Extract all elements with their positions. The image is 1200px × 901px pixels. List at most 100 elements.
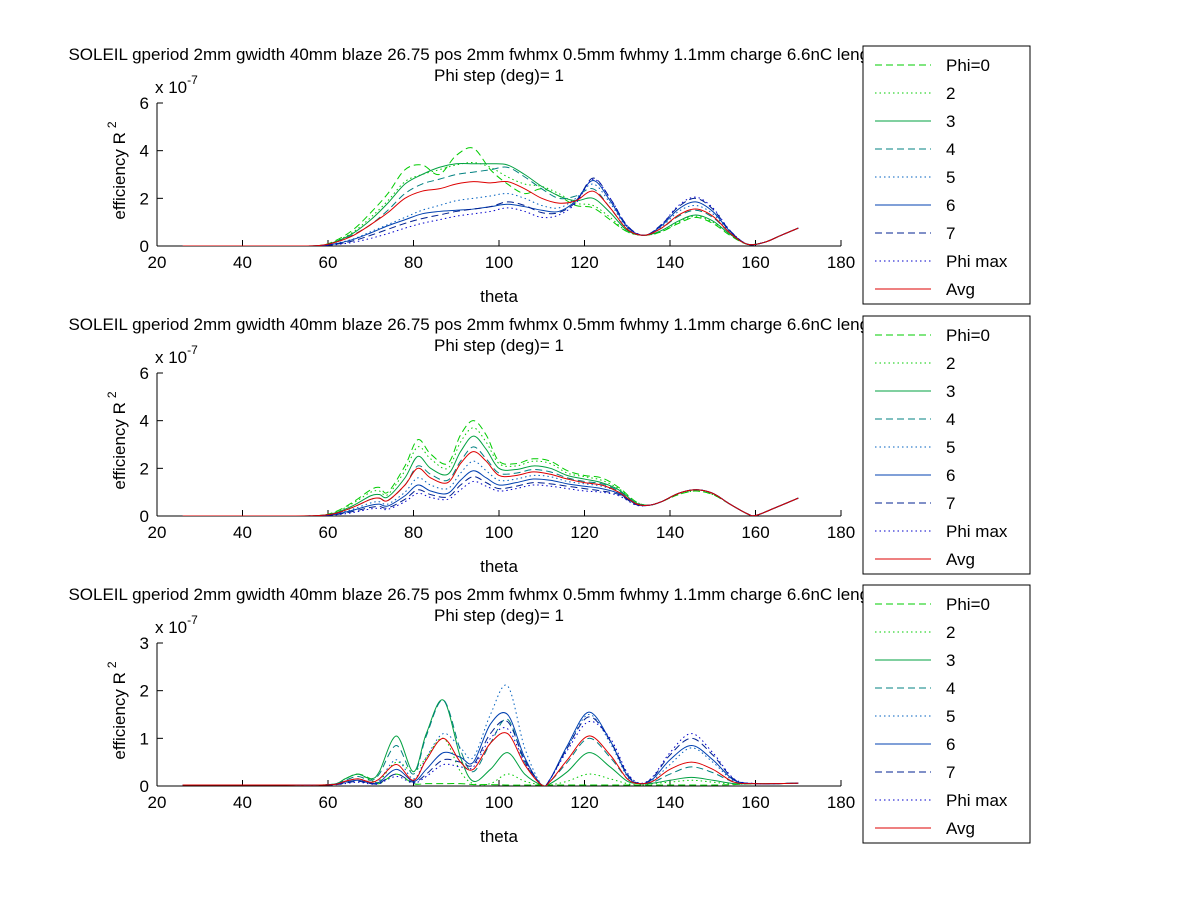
- y-multiplier-exponent: -7: [187, 613, 198, 627]
- x-tick-label: 100: [485, 523, 513, 542]
- y-axis-label: efficiency R 2: [105, 391, 129, 490]
- x-tick-label: 140: [656, 523, 684, 542]
- y-multiplier-exponent: -7: [187, 343, 198, 357]
- y-tick-label: 6: [140, 94, 149, 113]
- y-tick-label: 0: [140, 507, 149, 526]
- legend-label: Phi max: [946, 252, 1008, 271]
- series-line-2: [182, 427, 799, 516]
- series-line-6: [182, 179, 799, 246]
- legend-label: 3: [946, 651, 955, 670]
- y-axis-label-text: efficiency R: [110, 402, 129, 490]
- legend-label: Phi=0: [946, 595, 990, 614]
- series-line-5: [182, 183, 799, 246]
- legend-box: [862, 45, 1031, 305]
- y-multiplier-base: x 10: [155, 348, 187, 367]
- series-line-2: [182, 162, 799, 246]
- legend-label: 7: [946, 494, 955, 513]
- x-tick-label: 180: [827, 253, 855, 272]
- legend-label: 5: [946, 168, 955, 187]
- chart-panel-1: SOLEIL gperiod 2mm gwidth 40mm blaze 26.…: [68, 45, 1031, 306]
- series-line-7: [182, 476, 799, 516]
- x-tick-label: 80: [404, 523, 423, 542]
- x-tick-label: 120: [570, 253, 598, 272]
- chart-subtitle: Phi step (deg)= 1: [434, 606, 564, 625]
- chart-title: SOLEIL gperiod 2mm gwidth 40mm blaze 26.…: [68, 45, 929, 64]
- x-tick-label: 80: [404, 253, 423, 272]
- legend-label: 3: [946, 112, 955, 131]
- x-tick-label: 180: [827, 793, 855, 812]
- y-axis-label: efficiency R 2: [105, 661, 129, 760]
- series-line-3: [182, 435, 799, 516]
- x-tick-label: 140: [656, 253, 684, 272]
- x-tick-label: 60: [319, 523, 338, 542]
- x-tick-label: 20: [148, 253, 167, 272]
- x-tick-label: 80: [404, 793, 423, 812]
- x-axis-label: theta: [480, 557, 518, 576]
- series-line-6: [182, 470, 799, 516]
- chart-subtitle: Phi step (deg)= 1: [434, 336, 564, 355]
- x-tick-label: 160: [741, 523, 769, 542]
- legend-label: Avg: [946, 819, 975, 838]
- x-tick-label: 120: [570, 523, 598, 542]
- legend-label: Phi max: [946, 522, 1008, 541]
- x-axis-label: theta: [480, 827, 518, 846]
- chart-subtitle: Phi step (deg)= 1: [434, 66, 564, 85]
- x-tick-label: 180: [827, 523, 855, 542]
- series-line-phi-max: [182, 480, 799, 516]
- y-tick-label: 2: [140, 682, 149, 701]
- legend-label: 2: [946, 84, 955, 103]
- x-tick-label: 100: [485, 793, 513, 812]
- y-tick-label: 4: [140, 142, 149, 161]
- legend-label: 6: [946, 735, 955, 754]
- series-line-3: [182, 163, 799, 246]
- legend-box: [862, 315, 1031, 575]
- series-line-avg: [182, 451, 799, 516]
- legend: Phi=0 2 3 4 5 6 7 Phi max Avg: [862, 45, 1031, 305]
- y-tick-label: 0: [140, 777, 149, 796]
- x-tick-label: 20: [148, 793, 167, 812]
- legend-label: Avg: [946, 550, 975, 569]
- legend-label: Phi=0: [946, 56, 990, 75]
- series-line-5: [182, 684, 799, 786]
- y-tick-label: 3: [140, 634, 149, 653]
- legend: Phi=0 2 3 4 5 6 7 Phi max Avg: [862, 315, 1031, 575]
- legend-label: 4: [946, 679, 955, 698]
- legend-label: 6: [946, 196, 955, 215]
- legend-label: 7: [946, 224, 955, 243]
- y-axis-label-superscript: 2: [105, 121, 119, 128]
- y-multiplier-exponent: -7: [187, 73, 198, 87]
- y-tick-label: 2: [140, 459, 149, 478]
- legend-label: 7: [946, 763, 955, 782]
- y-multiplier-base: x 10: [155, 78, 187, 97]
- series-line-3: [182, 699, 799, 786]
- y-axis-label-text: efficiency R: [110, 672, 129, 760]
- legend-label: 3: [946, 382, 955, 401]
- legend-label: 4: [946, 410, 955, 429]
- series-line-phi-max: [182, 720, 799, 786]
- y-multiplier: x 10-7: [155, 613, 198, 637]
- series-line-avg: [182, 732, 799, 786]
- y-multiplier-base: x 10: [155, 618, 187, 637]
- x-tick-label: 60: [319, 793, 338, 812]
- y-tick-label: 4: [140, 412, 149, 431]
- legend: Phi=0 2 3 4 5 6 7 Phi max Avg: [862, 584, 1031, 844]
- y-multiplier: x 10-7: [155, 343, 198, 367]
- chart-panel-3: SOLEIL gperiod 2mm gwidth 40mm blaze 26.…: [68, 584, 1031, 846]
- x-tick-label: 160: [741, 253, 769, 272]
- series-line-phi-0: [182, 420, 799, 516]
- x-axis-label: theta: [480, 287, 518, 306]
- chart-title: SOLEIL gperiod 2mm gwidth 40mm blaze 26.…: [68, 585, 929, 604]
- legend-label: 2: [946, 623, 955, 642]
- x-tick-label: 20: [148, 523, 167, 542]
- x-tick-label: 160: [741, 793, 769, 812]
- legend-label: Phi=0: [946, 326, 990, 345]
- y-tick-label: 0: [140, 237, 149, 256]
- legend-box: [862, 584, 1031, 844]
- series-line-avg: [182, 180, 799, 246]
- x-tick-label: 40: [233, 253, 252, 272]
- legend-label: Avg: [946, 280, 975, 299]
- series-line-4: [182, 699, 799, 786]
- series-line-4: [182, 446, 799, 516]
- series-line-phi-0: [182, 147, 799, 246]
